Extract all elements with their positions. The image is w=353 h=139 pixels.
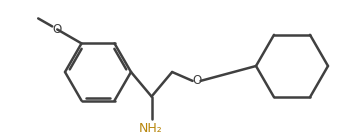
Text: O: O bbox=[192, 74, 201, 87]
Text: NH₂: NH₂ bbox=[139, 121, 162, 135]
Text: O: O bbox=[53, 23, 62, 36]
